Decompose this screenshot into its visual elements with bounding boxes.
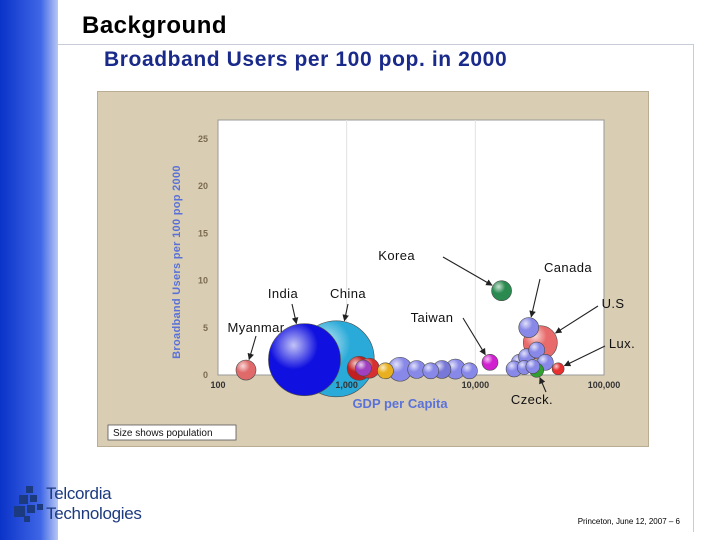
bubble-shine xyxy=(461,362,478,379)
bubble-shine xyxy=(422,362,439,379)
x-axis-label: GDP per Capita xyxy=(352,396,448,411)
annotation-label: Czeck. xyxy=(511,392,553,407)
bubble-shine xyxy=(377,362,394,379)
bubble-shine xyxy=(388,357,413,382)
bubble-shine xyxy=(491,280,512,301)
annotation-label: Korea xyxy=(378,248,415,263)
size-legend-box xyxy=(107,424,237,441)
left-accent-bar xyxy=(0,0,58,540)
annotation-label: Taiwan xyxy=(411,310,454,325)
logo-line2: Technologies xyxy=(46,504,142,523)
annotation-label: China xyxy=(330,286,366,301)
y-tick-label: 15 xyxy=(198,228,208,238)
annotation-arrow xyxy=(539,377,547,393)
size-legend-text: Size shows population xyxy=(113,428,213,439)
annotation-label: Myanmar xyxy=(228,320,285,335)
y-tick-label: 5 xyxy=(203,323,208,333)
logo-text: Telcordia Technologies xyxy=(46,484,142,524)
annotation-label: U.S xyxy=(602,296,625,311)
logo-line1: Telcordia xyxy=(46,484,112,503)
annotation-arrow xyxy=(563,345,606,367)
y-axis-label: Broadband Users per 100 pop 2000 xyxy=(171,165,183,359)
bubble-chart: 0 5 10 15 20 25 Broadband Users per 100 pop 20… xyxy=(107,119,635,441)
slide-subtitle: Broadband Users per 100 pop. in 2000 xyxy=(104,48,508,71)
bubble-shine xyxy=(525,359,540,374)
bubble-shine xyxy=(528,342,545,359)
bubble-shine xyxy=(235,360,256,381)
title-divider xyxy=(58,44,694,45)
annotation-label: Canada xyxy=(544,260,592,275)
x-tick-label: 1,000 xyxy=(335,380,358,390)
chart-frame: 0 5 10 15 20 25 Broadband Users per 100 pop 20… xyxy=(97,91,649,447)
bubble-shine xyxy=(481,354,498,371)
slide-title: Background xyxy=(82,12,228,39)
annotation-arrow xyxy=(554,305,599,334)
annotation-arrow xyxy=(529,278,541,318)
footer-text: Princeton, June 12, 2007 – 6 xyxy=(577,517,680,526)
x-tick-label: 10,000 xyxy=(462,380,490,390)
annotation-arrow xyxy=(291,303,299,325)
x-tick-label: 100,000 xyxy=(588,380,621,390)
y-tick-label: 25 xyxy=(198,134,208,144)
y-tick-label: 20 xyxy=(198,181,208,191)
annotation-label: India xyxy=(268,286,299,301)
company-logo: Telcordia Technologies xyxy=(12,484,162,530)
bubble-shine xyxy=(355,360,372,377)
y-tick-label: 10 xyxy=(198,276,208,286)
annotation-arrow xyxy=(247,335,257,361)
bubble-shine xyxy=(268,323,341,396)
annotation-arrow xyxy=(442,256,493,286)
bubble-shine xyxy=(407,360,426,379)
bubble-shine xyxy=(552,362,565,375)
annotation-label: Lux. xyxy=(609,336,635,351)
annotation-arrow xyxy=(462,317,486,356)
y-tick-label: 0 xyxy=(203,370,208,380)
bubble-shine xyxy=(518,317,539,338)
logo-mark-icon xyxy=(14,486,43,522)
right-divider xyxy=(693,44,694,532)
bubble-shine xyxy=(445,359,466,380)
annotation-arrow xyxy=(342,303,349,322)
x-tick-label: 100 xyxy=(210,380,225,390)
